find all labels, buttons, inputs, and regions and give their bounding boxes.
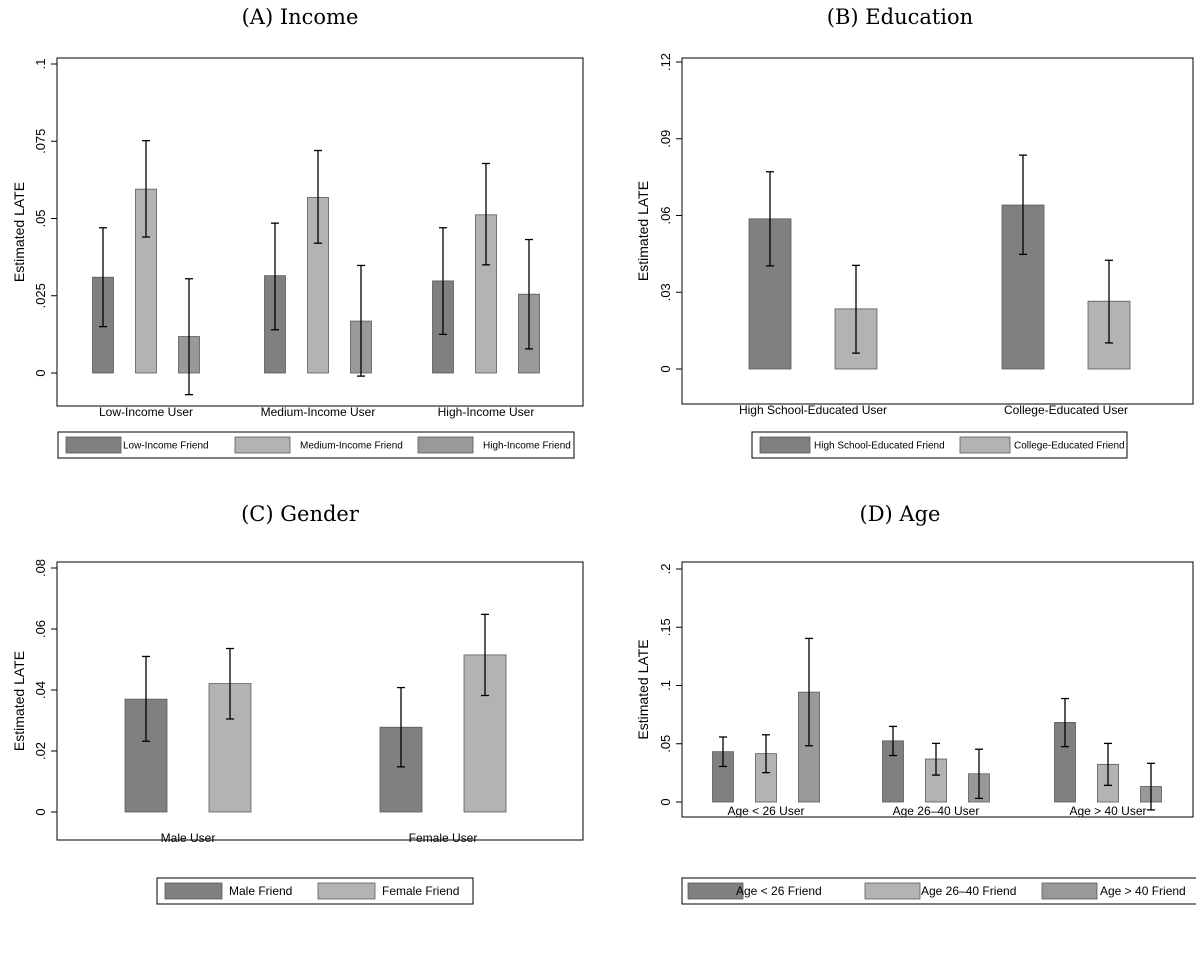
legend-swatch [759,436,811,454]
y-axis-label: Estimated LATE [635,639,651,739]
y-tick-label: .05 [658,735,673,753]
category-label: High-Income User [438,405,535,419]
category-label: Age < 26 User [727,804,804,818]
legend-label: College-Educated Friend [1014,441,1125,452]
y-tick-label: .05 [33,209,48,227]
legend-box [751,431,1128,459]
category-label: Age > 40 User [1069,804,1146,818]
legend-label: High School-Educated Friend [814,441,945,452]
category-label: College-Educated User [1004,403,1128,417]
legend-swatch [417,436,474,454]
y-tick-label: .2 [658,564,673,575]
legend-label: Male Friend [229,884,292,898]
y-tick-label: 0 [33,369,48,376]
y-tick-label: .1 [658,680,673,691]
y-axis-label: Estimated LATE [11,651,27,751]
bar [463,654,507,813]
legend-swatch [959,436,1011,454]
plot-frame [681,57,1194,405]
legend-swatch [317,882,376,900]
y-tick-label: .06 [33,620,48,638]
y-tick-label: .08 [33,559,48,577]
y-tick-label: 0 [658,365,673,372]
y-tick-label: .12 [658,53,673,71]
y-axis-label: Estimated LATE [635,181,651,281]
y-tick-label: .09 [658,130,673,148]
y-tick-label: .075 [33,129,48,154]
plot-frame [681,561,1194,818]
legend-label: Female Friend [382,884,459,898]
legend-swatch [864,882,921,900]
legend-label: Low-Income Friend [123,441,209,452]
legend-swatch [234,436,291,454]
plot-frame [56,57,584,407]
y-tick-label: 0 [658,798,673,805]
y-tick-label: .02 [33,742,48,760]
legend-label: Medium-Income Friend [300,441,403,452]
y-tick-label: .04 [33,681,48,699]
category-label: Age 26–40 User [893,804,980,818]
y-axis-label: Estimated LATE [11,182,27,282]
category-label: Female User [409,831,478,845]
y-tick-label: .03 [658,283,673,301]
legend-label: Age 26–40 Friend [921,884,1016,898]
category-label: High School-Educated User [739,403,887,417]
y-tick-label: .06 [658,206,673,224]
y-tick-label: .1 [33,59,48,70]
legend-box [57,431,575,459]
category-label: Medium-Income User [261,405,376,419]
legend-label: Age < 26 Friend [736,884,822,898]
category-label: Low-Income User [99,405,193,419]
y-tick-label: 0 [33,808,48,815]
plot-frame [56,561,584,841]
legend-swatch [164,882,223,900]
legend-swatch [65,436,122,454]
panel-title: (D) Age [859,502,941,526]
legend-box [681,877,1196,905]
panel-title: (A) Income [241,5,359,29]
y-tick-label: .025 [33,283,48,308]
legend-swatch [687,882,744,900]
y-tick-label: .15 [658,618,673,636]
legend-swatch [1041,882,1098,900]
panel-title: (B) Education [826,5,974,29]
legend-label: Age > 40 Friend [1100,884,1186,898]
panel-title: (C) Gender [241,502,359,526]
legend-box [156,877,474,905]
category-label: Male User [161,831,216,845]
legend-label: High-Income Friend [483,441,571,452]
